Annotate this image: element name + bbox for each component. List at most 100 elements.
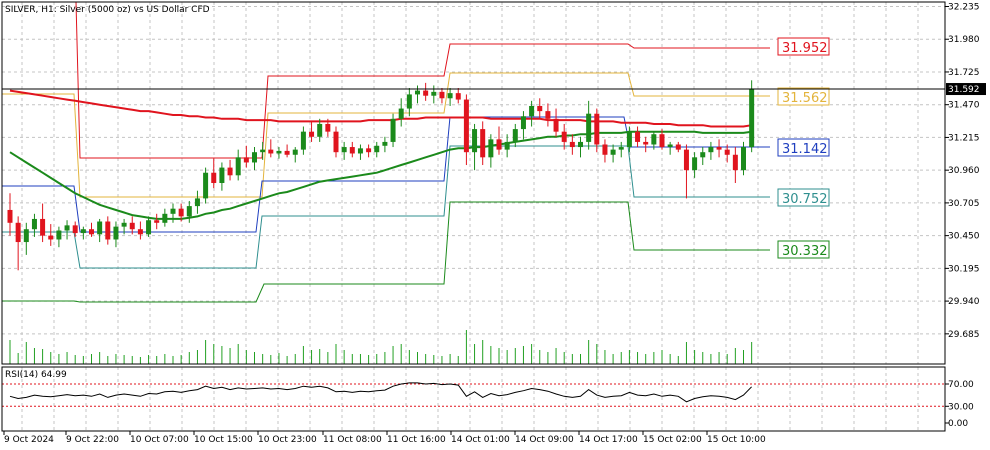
channel-green_lower xyxy=(2,201,770,303)
candle-body xyxy=(618,147,624,150)
rsi-panel-frame xyxy=(1,366,946,432)
candle-body xyxy=(480,129,486,158)
candle-body xyxy=(488,139,494,158)
candle-body xyxy=(341,147,347,153)
candle-body xyxy=(317,123,323,137)
candle-body xyxy=(7,209,13,223)
y-tick-label: 31.470 xyxy=(948,101,980,111)
level-box xyxy=(777,138,830,157)
volume-bars xyxy=(9,330,753,364)
rsi-tick-label: 70.00 xyxy=(948,380,974,390)
candle-body xyxy=(64,225,70,231)
ma-slow-line xyxy=(9,89,752,128)
candle-body xyxy=(683,149,689,171)
y-tick-label: 29.940 xyxy=(948,297,980,307)
level-label: 31.142 xyxy=(782,142,828,157)
candle-body xyxy=(227,167,233,176)
candle-body xyxy=(162,213,168,223)
candle-body xyxy=(626,131,632,148)
x-tick-label: 14 Oct 09:00 xyxy=(515,435,574,445)
candle-body xyxy=(553,118,559,132)
candle-body xyxy=(48,235,54,240)
channel-orange_upper xyxy=(2,72,770,198)
candle-body xyxy=(203,172,209,199)
candle-body xyxy=(398,108,404,119)
candle-body xyxy=(561,131,567,142)
y-tick-label: 31.215 xyxy=(948,133,980,143)
candle-body xyxy=(569,141,575,148)
candle-body xyxy=(724,149,730,155)
level-box xyxy=(777,240,830,259)
candle-body xyxy=(463,99,469,153)
x-tick-label: 9 Oct 2024 xyxy=(4,435,54,445)
candle-body xyxy=(504,141,510,150)
candle-body xyxy=(40,218,46,236)
candle-body xyxy=(439,91,445,99)
level-label: 30.752 xyxy=(782,192,828,207)
candle-body xyxy=(89,229,94,235)
x-tick-label: 14 Oct 17:00 xyxy=(579,435,638,445)
candle-body xyxy=(472,129,478,153)
chart-title: SILVER, H1: Silver (5000 oz) vs US Dolla… xyxy=(5,5,210,15)
candle-body xyxy=(594,113,600,145)
y-tick-label: 30.960 xyxy=(948,166,980,176)
candle-body xyxy=(309,131,315,137)
x-tick-label: 10 Oct 23:00 xyxy=(258,435,317,445)
candle-body xyxy=(602,144,608,155)
candle-body xyxy=(333,131,339,153)
y-tick-label: 30.705 xyxy=(948,199,980,209)
y-tick-label: 30.450 xyxy=(948,232,980,242)
candle-body xyxy=(667,144,673,148)
candle-body xyxy=(300,131,306,150)
grid xyxy=(2,2,945,431)
level-label: 31.562 xyxy=(782,91,828,106)
current-price-label: 31.592 xyxy=(948,85,980,95)
candle-body xyxy=(252,152,257,163)
channel-lines xyxy=(2,1,770,303)
level-box xyxy=(777,87,830,106)
candle-body xyxy=(80,229,86,234)
x-tick-label: 15 Oct 02:00 xyxy=(643,435,702,445)
candle-body xyxy=(406,94,412,109)
candle-body xyxy=(325,123,331,132)
level-label: 30.332 xyxy=(782,244,828,259)
candle-body xyxy=(545,111,551,119)
candle-body xyxy=(610,149,616,155)
candle-body xyxy=(716,147,722,150)
candle-body xyxy=(700,152,706,158)
rsi-panel xyxy=(2,382,945,407)
candle-body xyxy=(651,134,657,145)
candle-body xyxy=(496,139,502,150)
candle-body xyxy=(512,129,518,142)
candle-body xyxy=(56,230,62,240)
candle-body xyxy=(154,220,160,223)
candle-body xyxy=(276,150,282,154)
candle-body xyxy=(235,157,241,176)
candle-body xyxy=(137,229,143,235)
candle-body xyxy=(72,225,78,234)
x-tick-label: 15 Oct 10:00 xyxy=(707,435,766,445)
rsi-label: RSI(14) 64.99 xyxy=(5,370,67,380)
main-panel-frame xyxy=(1,1,946,365)
candle-body xyxy=(268,149,274,154)
candle-body xyxy=(749,89,755,148)
candle-body xyxy=(219,167,225,183)
x-tick-label: 11 Oct 08:00 xyxy=(323,435,382,445)
candle-body xyxy=(284,150,290,155)
current-price-badge xyxy=(946,83,986,96)
level-label: 31.952 xyxy=(782,41,828,56)
candle-body xyxy=(366,148,372,153)
candle-body xyxy=(15,222,21,243)
candle-body xyxy=(586,113,592,142)
rsi-line xyxy=(9,382,752,403)
candle-body xyxy=(529,105,535,117)
candle-body xyxy=(186,206,192,217)
candle-body xyxy=(578,141,583,148)
candle-body xyxy=(675,144,681,150)
candle-body xyxy=(415,90,420,95)
candle-body xyxy=(146,220,152,235)
candle-body xyxy=(708,147,714,153)
candle-body xyxy=(643,141,649,145)
